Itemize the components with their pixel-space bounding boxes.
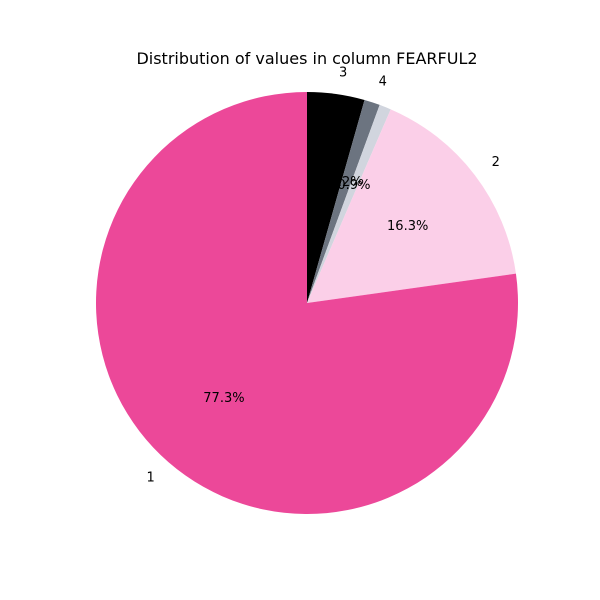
pie-slice-0: [307, 92, 365, 303]
pie-slice-4: [96, 92, 519, 514]
pie-labels: 3 4.4% 4 1.2%0.9% 2 16.3% 1 77.3%: [146, 66, 499, 486]
pie-percent-label-1: 1.2%: [330, 175, 363, 190]
pie-percent-label-2: 0.9%: [337, 178, 370, 193]
pie-percent-label-0: 4.4%: [308, 170, 341, 185]
pie-percent-label-3: 16.3%: [387, 219, 428, 234]
chart-title: Distribution of values in column FEARFUL…: [136, 49, 477, 68]
pie-percent-label-4: 77.3%: [203, 391, 244, 406]
pie-category-label-3: 2: [492, 155, 500, 170]
pie-slices: [96, 92, 519, 514]
pie-category-label-0: 3: [339, 66, 347, 81]
pie-slice-3: [307, 109, 516, 303]
pie-category-label-1: 4: [379, 75, 387, 90]
pie-slice-2: [307, 104, 391, 303]
pie-slice-1: [307, 99, 380, 303]
pie-category-label-4: 1: [146, 471, 154, 486]
